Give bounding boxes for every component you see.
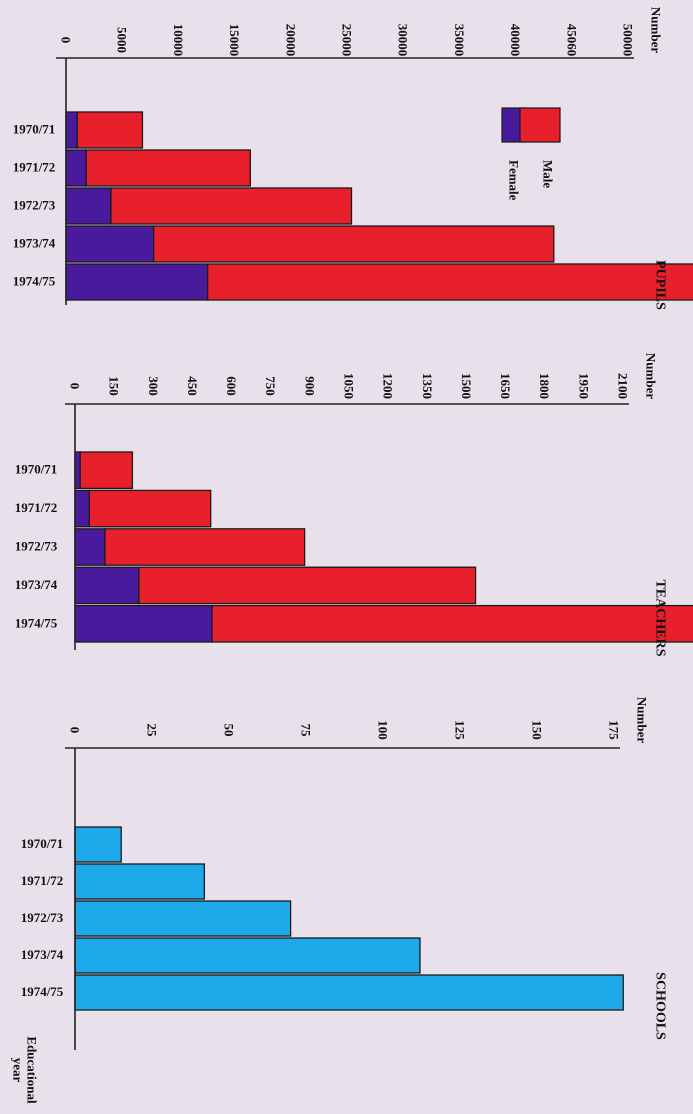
bar-male-1970-71 [76,111,144,149]
value-tick-label: 100 [376,720,391,740]
value-tick-label: 750 [263,376,278,396]
value-tick-label: 1950 [576,373,591,399]
bar-female-1971-72 [74,489,91,528]
value-tick-label: 600 [224,376,239,396]
value-tick-label: 900 [302,376,317,396]
chart-title-schools: SCHOOLS [653,972,668,1040]
bar-female-1972-73 [65,187,112,225]
bar-schools-1973-74 [74,937,421,974]
value-tick-label: 25 [145,724,160,738]
category-label: 1973/74 [15,577,58,592]
category-label: 1971/72 [13,160,56,175]
value-tick-label: 300 [146,376,161,396]
value-tick-label: 40000 [508,24,523,57]
value-tick-label: 5000 [115,27,130,53]
value-tick-label: 1350 [420,373,435,399]
legend-swatch-male [519,107,561,143]
bar-female-1972-73 [74,528,106,566]
value-tick-label: 175 [607,720,622,740]
chart-title-pupils: PUPILS [653,260,668,310]
value-tick-label: 2100 [616,373,631,399]
value-tick-label: 0 [59,37,74,44]
category-label: 1972/73 [21,910,64,925]
bar-male-1971-72 [85,149,251,187]
value-tick-label: 150 [530,720,545,740]
bar-female-1974-75 [74,604,213,643]
bar-schools-1972-73 [74,900,292,937]
value-tick-label: 50 [222,724,237,737]
category-axis-title: year [11,1058,26,1083]
bar-male-1972-73 [104,528,306,566]
value-tick-label: 10000 [171,24,186,57]
category-label: 1974/75 [15,615,58,630]
value-axis-title: Number [635,697,650,743]
bar-male-1974-75 [206,263,693,301]
bar-female-1973-74 [65,225,155,263]
bar-schools-1971-72 [74,863,206,900]
bar-male-1972-73 [110,187,353,225]
category-label: 1974/75 [21,984,64,999]
value-tick-label: 1650 [498,373,513,399]
value-tick-label: 30000 [396,24,411,57]
category-label: 1971/72 [15,500,58,515]
value-tick-label: 0 [68,383,83,390]
value-tick-label: 1050 [342,373,357,399]
value-tick-label: 35000 [452,24,467,57]
value-tick-label: 45060 [564,24,579,57]
value-tick-label: 1500 [459,373,474,399]
value-axis-title: Number [649,7,664,53]
value-tick-label: 125 [453,720,468,740]
value-tick-label: 75 [299,724,314,738]
value-tick-label: 0 [68,727,83,734]
category-label: 1974/75 [13,274,56,289]
category-axis-title: Educational [25,1036,40,1104]
value-axis-title: Number [644,353,659,399]
bar-schools-1970-71 [74,826,122,863]
bar-male-1973-74 [153,225,555,263]
value-tick-label: 20000 [283,24,298,57]
legend-label-male: Male [541,160,556,188]
bar-male-1974-75 [211,604,693,643]
category-label: 1970/71 [15,462,58,477]
bar-female-1971-72 [65,149,87,187]
value-tick-label: 15000 [227,24,242,57]
category-label: 1971/72 [21,873,64,888]
category-label: 1972/73 [15,539,58,554]
bar-female-1970-71 [65,111,78,149]
value-tick-label: 150 [107,376,122,396]
category-label: 1972/73 [13,198,56,213]
bar-male-1973-74 [138,566,477,605]
category-label: 1973/74 [13,236,56,251]
bar-male-1971-72 [88,489,212,528]
value-tick-label: 1200 [381,373,396,399]
bar-male-1970-71 [79,451,134,490]
bar-female-1973-74 [74,566,140,605]
chart-title-teachers: TEACHERS [653,579,668,656]
value-tick-label: 50000 [621,24,636,57]
value-tick-label: 450 [185,376,200,396]
bar-female-1974-75 [65,263,209,301]
category-label: 1970/71 [21,836,64,851]
bar-schools-1974-75 [74,974,624,1011]
legend-label-female: Female [507,160,522,201]
category-label: 1973/74 [21,947,64,962]
category-label: 1970/71 [13,122,56,137]
value-tick-label: 1800 [537,373,552,399]
value-tick-label: 25000 [340,24,355,57]
